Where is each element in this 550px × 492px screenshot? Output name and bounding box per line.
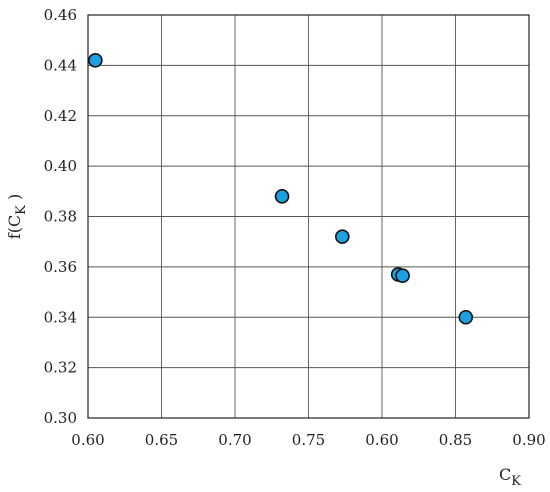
x-axis-ticks: 0.60 0.65 0.70 0.75 0.60 0.85 0.90 bbox=[71, 431, 545, 449]
data-point bbox=[458, 309, 474, 325]
x-axis-label-main: C bbox=[499, 465, 511, 484]
data-point bbox=[335, 229, 350, 244]
x-tick-label: 0.60 bbox=[71, 431, 104, 449]
y-tick-label: 0.46 bbox=[44, 6, 77, 24]
y-tick-label: 0.36 bbox=[44, 258, 77, 276]
y-axis-label-main: f(C bbox=[5, 215, 24, 239]
y-axis-label-close: ) bbox=[5, 194, 24, 205]
data-point bbox=[395, 268, 410, 283]
x-tick-label: 0.75 bbox=[292, 431, 325, 449]
y-tick-label: 0.42 bbox=[44, 107, 77, 125]
y-axis-ticks: 0.30 0.32 0.34 0.36 0.38 0.40 0.42 0.44 0.46 bbox=[44, 6, 77, 427]
x-tick-label: 0.70 bbox=[218, 431, 251, 449]
y-axis-label-subscript: K bbox=[14, 205, 29, 215]
x-axis-label-subscript: K bbox=[511, 474, 521, 489]
y-tick-label: 0.38 bbox=[44, 208, 77, 226]
y-tick-label: 0.44 bbox=[44, 56, 77, 74]
y-tick-label: 0.30 bbox=[44, 409, 77, 427]
x-tick-label: 0.65 bbox=[145, 431, 178, 449]
x-axis-label: CK bbox=[499, 465, 521, 489]
x-tick-label: 0.90 bbox=[512, 431, 545, 449]
grid bbox=[88, 15, 529, 418]
data-point bbox=[88, 53, 103, 68]
plot-area bbox=[87, 14, 530, 419]
y-tick-label: 0.34 bbox=[44, 308, 77, 326]
data-points bbox=[88, 53, 474, 325]
x-tick-label: 0.85 bbox=[439, 431, 472, 449]
y-tick-label: 0.32 bbox=[44, 359, 77, 377]
x-tick-label: 0.60 bbox=[365, 431, 398, 449]
data-point bbox=[274, 189, 290, 204]
y-tick-label: 0.40 bbox=[44, 157, 77, 175]
y-axis-label: f(CK ) bbox=[5, 194, 29, 239]
